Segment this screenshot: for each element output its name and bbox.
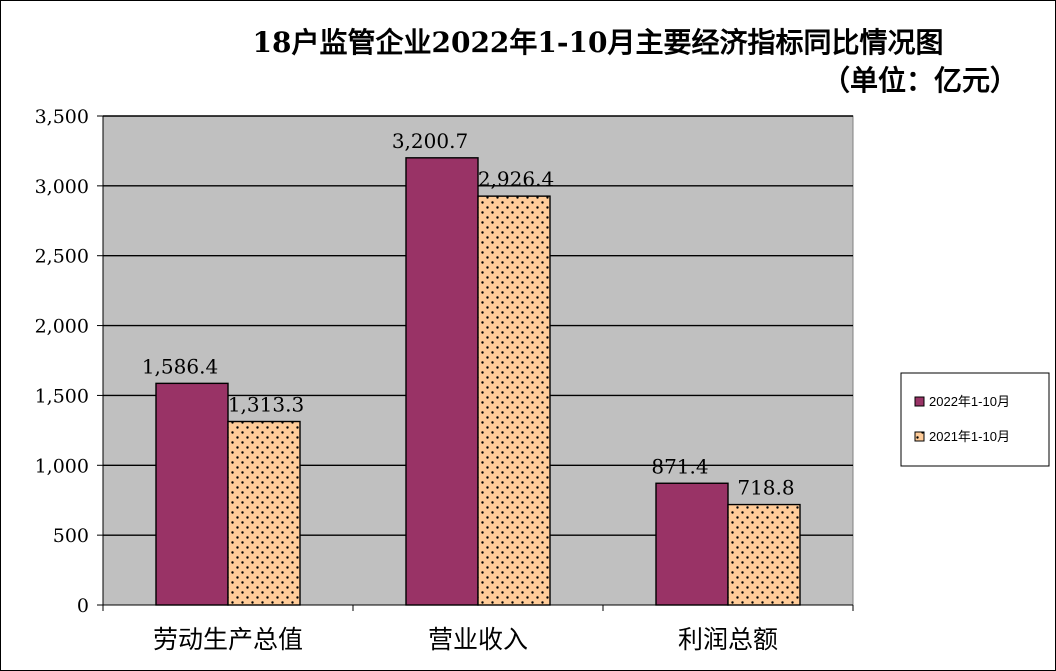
axes — [102, 116, 853, 606]
x-tick-label: 利润总额 — [678, 625, 778, 654]
bar-1-2 — [727, 503, 801, 606]
x-axis-ticks: 劳动生产总值 营业收入 利润总额 — [102, 605, 854, 654]
data-label: 1,313.3 — [228, 393, 304, 417]
legend-box — [900, 372, 1050, 467]
y-tick-label: 3,500 — [35, 106, 89, 128]
data-labels: 1,586.4 1,313.3 3,200.7 2,926.4 871.4 718.8 — [142, 129, 795, 500]
bar-1-1 — [477, 195, 551, 606]
x-tick-label: 营业收入 — [428, 625, 528, 654]
legend-swatch-2021 — [914, 431, 925, 442]
data-label: 3,200.7 — [392, 129, 468, 153]
data-label: 718.8 — [737, 476, 794, 500]
x-tick-label: 劳动生产总值 — [153, 625, 303, 654]
y-axis-ticks: 0 500 1,000 1,500 2,000 2,500 3,000 3,500 — [35, 106, 103, 617]
data-label: 871.4 — [651, 454, 708, 478]
bar-1-0 — [227, 420, 301, 606]
bar-0-2 — [655, 482, 729, 606]
y-tick-label: 2,000 — [35, 316, 89, 338]
legend: 2022年1-10月 2021年1-10月 — [900, 372, 1050, 467]
legend-label-2021: 2021年1-10月 — [929, 429, 1010, 444]
bar-0-1 — [405, 157, 479, 606]
y-tick-label: 1,000 — [35, 455, 89, 477]
legend-label-2022: 2022年1-10月 — [929, 394, 1010, 409]
bars — [155, 157, 801, 606]
data-label: 2,926.4 — [478, 167, 554, 191]
chart-unit: （单位：亿元） — [822, 64, 1018, 97]
chart-title: 18户监管企业2022年1-10月主要经济指标同比情况图 — [253, 26, 944, 59]
legend-swatch-2022 — [914, 396, 925, 407]
y-tick-label: 3,000 — [35, 176, 89, 198]
y-tick-label: 2,500 — [35, 246, 89, 268]
y-tick-label: 1,500 — [35, 385, 89, 407]
bar-0-0 — [155, 382, 229, 606]
y-tick-label: 500 — [53, 525, 89, 547]
y-tick-label: 0 — [77, 595, 89, 617]
data-label: 1,586.4 — [142, 354, 218, 378]
